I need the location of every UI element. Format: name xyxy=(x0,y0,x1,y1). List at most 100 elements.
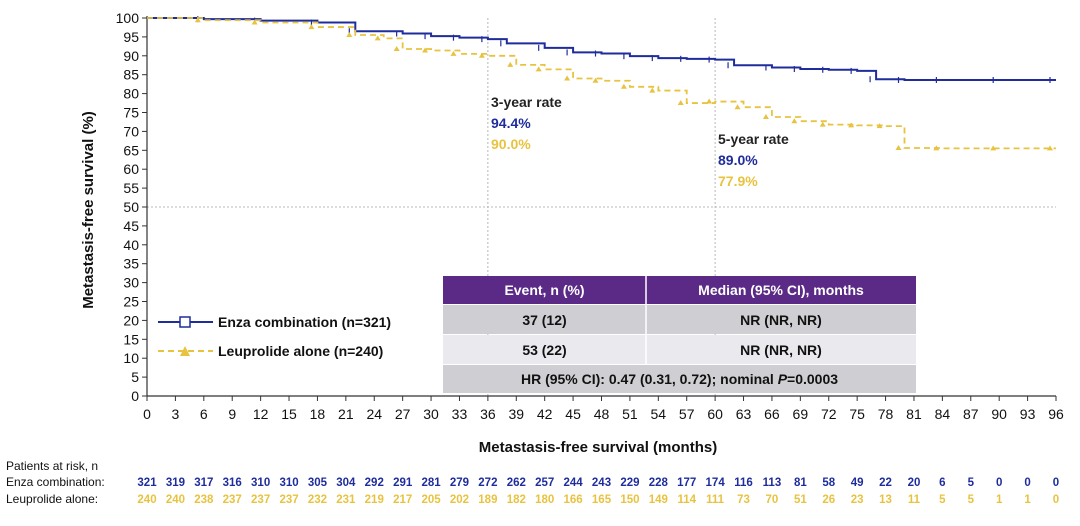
table-header-cell: Event, n (%) xyxy=(504,282,584,298)
y-tick-label: 95 xyxy=(123,29,139,45)
at-risk-value: 189 xyxy=(478,494,497,506)
at-risk-value: 166 xyxy=(564,494,583,506)
at-risk-value: 244 xyxy=(564,477,584,489)
censor-mark xyxy=(450,50,457,56)
y-tick-label: 90 xyxy=(123,48,139,64)
censor-mark xyxy=(393,45,400,51)
x-tick-label: 21 xyxy=(338,406,354,422)
y-tick-label: 70 xyxy=(123,123,139,139)
censor-mark xyxy=(649,87,656,93)
at-risk-value: 5 xyxy=(968,494,975,506)
x-tick-label: 84 xyxy=(935,406,951,422)
at-risk-value: 58 xyxy=(822,477,835,489)
censor-mark xyxy=(848,122,855,128)
x-axis-title: Metastasis-free survival (months) xyxy=(479,439,717,456)
censor-mark xyxy=(478,52,485,58)
at-risk-value: 205 xyxy=(421,494,441,506)
at-risk-value: 6 xyxy=(939,477,945,489)
x-tick-label: 33 xyxy=(452,406,468,422)
at-risk-value: 5 xyxy=(968,477,975,489)
censor-mark xyxy=(346,32,353,38)
at-risk-value: 262 xyxy=(507,477,526,489)
at-risk-value: 174 xyxy=(706,477,726,489)
table-cell: 53 (22) xyxy=(522,342,566,358)
at-risk-value: 23 xyxy=(851,494,864,506)
censor-mark xyxy=(308,24,315,30)
legend: Enza combination (n=321) Leuprolide alone… xyxy=(158,314,391,359)
summary-table: Event, n (%) Median (95% CI), months 37 (1… xyxy=(443,276,916,393)
table-row-bg xyxy=(443,335,916,364)
table-header-bg xyxy=(443,276,916,304)
x-tick-label: 66 xyxy=(764,406,780,422)
at-risk-value: 113 xyxy=(763,477,782,489)
at-risk-value: 237 xyxy=(279,494,298,506)
at-risk-value: 240 xyxy=(137,494,156,506)
leuprolide-curve xyxy=(147,17,1056,150)
y-tick-label: 45 xyxy=(123,218,139,234)
x-tick-label: 24 xyxy=(366,406,382,422)
censor-mark xyxy=(507,61,514,67)
at-risk-value: 180 xyxy=(535,494,554,506)
at-risk-value: 81 xyxy=(794,477,807,489)
x-tick-label: 90 xyxy=(991,406,1007,422)
x-tick-label: 12 xyxy=(253,406,269,422)
at-risk-value: 237 xyxy=(223,494,242,506)
at-risk-value: 231 xyxy=(336,494,356,506)
annotation-value: 77.9% xyxy=(718,173,758,189)
at-risk-value: 13 xyxy=(879,494,892,506)
x-tick-label: 72 xyxy=(821,406,837,422)
at-risk-value: 116 xyxy=(734,477,753,489)
at-risk-value: 279 xyxy=(450,477,469,489)
x-tick-label: 81 xyxy=(906,406,922,422)
y-tick-label: 100 xyxy=(116,10,140,26)
at-risk-value: 291 xyxy=(393,477,413,489)
censor-mark xyxy=(1047,145,1053,151)
y-tick-label: 30 xyxy=(123,275,139,291)
at-risk-value: 1 xyxy=(996,494,1003,506)
x-tick-label: 15 xyxy=(281,406,297,422)
y-tick-label: 60 xyxy=(123,161,139,177)
legend-label: Leuprolide alone (n=240) xyxy=(218,343,383,359)
table-hr-row-bg xyxy=(443,365,916,393)
censor-mark xyxy=(251,19,258,25)
enza-curve xyxy=(147,17,1056,81)
censor-mark xyxy=(706,98,713,104)
table-hr-text: HR (95% CI): 0.47 (0.31, 0.72); nominal … xyxy=(521,371,838,387)
censor-mark xyxy=(564,75,571,81)
at-risk-value: 310 xyxy=(251,477,270,489)
at-risk-value: 51 xyxy=(794,494,807,506)
at-risk-title: Patients at risk, n xyxy=(6,459,98,473)
at-risk-value: 257 xyxy=(535,477,554,489)
at-risk-value: 304 xyxy=(336,477,356,489)
at-risk-value: 70 xyxy=(766,494,779,506)
at-risk-value: 0 xyxy=(1024,477,1030,489)
x-tick-label: 57 xyxy=(679,406,695,422)
censor-mark xyxy=(876,123,883,129)
at-risk-value: 0 xyxy=(996,477,1002,489)
annotation-value: 94.4% xyxy=(491,115,531,131)
y-axis-title: Metastasis-free survival (%) xyxy=(80,111,97,309)
y-tick-label: 50 xyxy=(123,199,139,215)
at-risk-value: 177 xyxy=(677,477,696,489)
at-risk-value: 22 xyxy=(879,477,892,489)
at-risk-value: 111 xyxy=(706,494,725,506)
x-tick-label: 39 xyxy=(508,406,524,422)
at-risk-value: 219 xyxy=(365,494,384,506)
x-tick-label: 63 xyxy=(736,406,752,422)
censor-mark xyxy=(422,47,429,53)
at-risk-value: 1 xyxy=(1024,494,1031,506)
at-risk-value: 73 xyxy=(737,494,750,506)
censor-mark xyxy=(895,145,902,151)
censor-mark xyxy=(762,114,769,120)
at-risk-value: 0 xyxy=(1053,494,1059,506)
at-risk-value: 228 xyxy=(649,477,669,489)
at-risk-row-label: Leuprolide alone: xyxy=(6,492,98,506)
x-tick-label: 69 xyxy=(793,406,809,422)
y-tick-label: 65 xyxy=(123,142,139,158)
x-tick-label: 30 xyxy=(423,406,439,422)
censor-mark xyxy=(990,145,997,151)
censor-mark xyxy=(194,17,201,23)
y-tick-label: 80 xyxy=(123,86,139,102)
y-tick-label: 40 xyxy=(123,237,139,253)
